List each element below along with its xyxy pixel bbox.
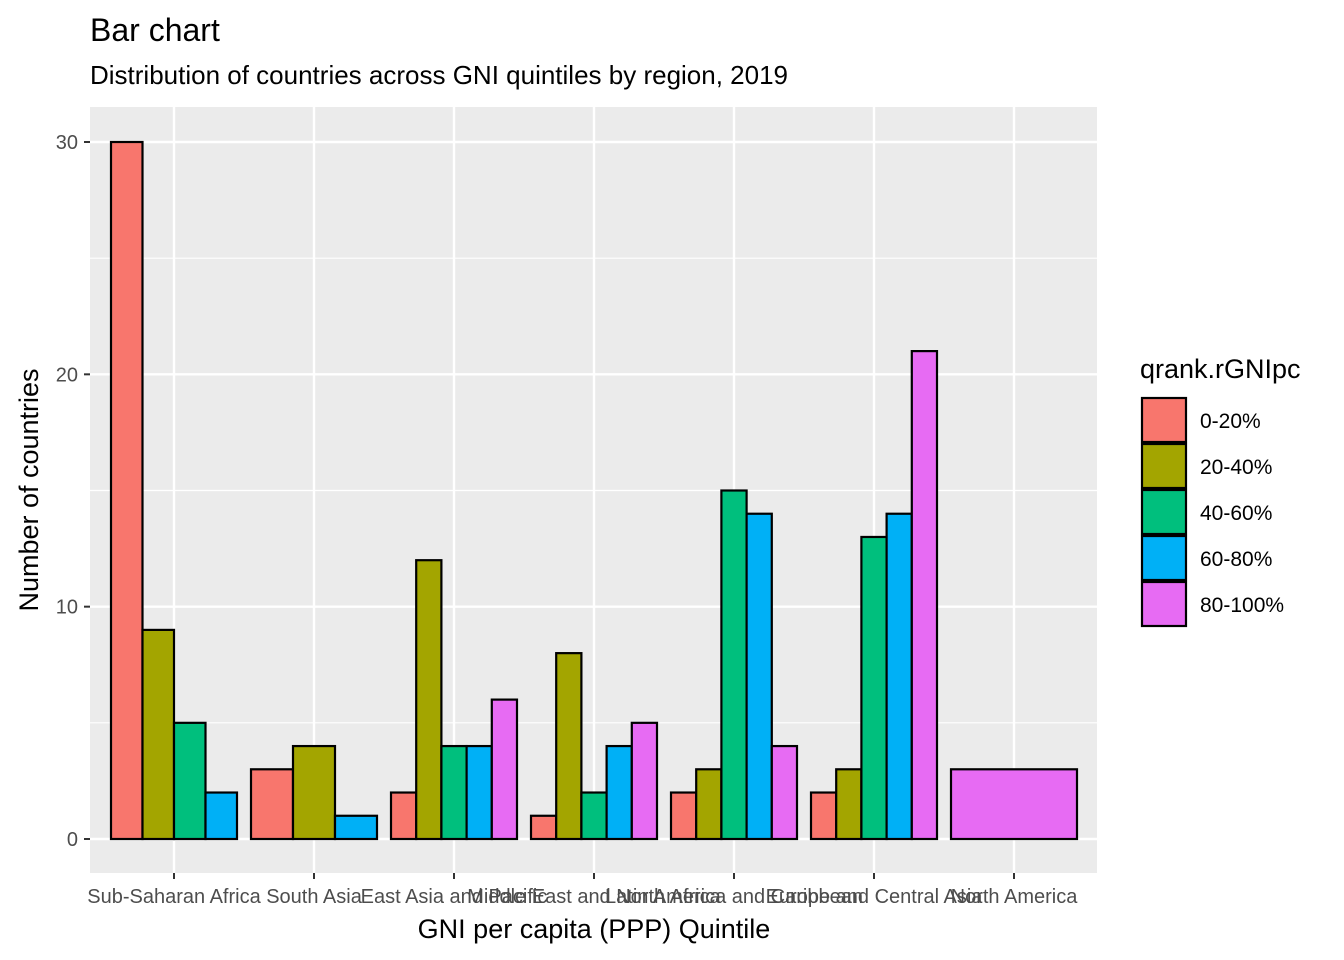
x-tick-label: South Asia [266,886,363,908]
bar [745,512,773,841]
x-tick-label: Europe and Central Asia [766,886,984,908]
bar [885,512,913,841]
legend-label: 80-100% [1200,594,1284,617]
legend-title: qrank.rGNIpc [1140,354,1301,384]
bar [172,721,207,841]
y-axis: 0 10 20 30 [56,132,90,851]
y-tick-label: 0 [67,829,78,851]
bar [291,744,337,841]
x-tick-label: Middle East and North Africa [467,886,721,908]
bar [529,814,558,841]
bar [555,652,583,841]
bar [809,791,838,841]
legend-label: 60-80% [1200,548,1272,571]
bar [910,350,939,841]
bar [835,768,863,841]
bar [389,791,418,841]
bar [695,768,723,841]
legend-label: 20-40% [1200,456,1272,479]
bar [949,768,1079,841]
legend: qrank.rGNIpc 0-20% 20-40% 40-60% 60-80% 80-1… [1140,354,1301,628]
bar [630,721,659,841]
bar [580,791,608,841]
bar [415,559,443,841]
legend-label: 0-20% [1200,410,1261,433]
x-tick-label: North America [951,886,1079,908]
x-tick-label: Sub-Saharan Africa [87,886,261,908]
bar [605,744,633,841]
bars [109,140,1079,841]
bar [440,744,468,841]
legend-label: 40-60% [1200,502,1272,525]
chart-title: Bar chart [90,12,220,48]
y-tick-label: 30 [56,132,78,154]
bar [109,140,144,841]
bar [141,628,176,841]
bar [770,744,799,841]
bar [860,535,888,841]
x-axis-title: GNI per capita (PPP) Quintile [418,914,771,944]
chart-subtitle: Distribution of countries across GNI qui… [90,60,788,90]
y-axis-title: Number of countries [14,368,44,611]
legend-key [1140,580,1188,628]
bar [333,814,379,841]
x-tick-label: Latin America and Caribbean [605,886,863,908]
bar [490,698,519,841]
bar [249,768,295,841]
bar [204,791,239,841]
legend-key [1140,534,1188,582]
legend-items: 0-20% 20-40% 40-60% 60-80% 80-100% [1140,396,1284,628]
legend-key [1140,442,1188,490]
x-tick-label: East Asia and Pacific [361,886,548,908]
y-tick-label: 10 [56,597,78,619]
bar [669,791,698,841]
y-tick-label: 20 [56,364,78,386]
bar [465,744,493,841]
legend-key [1140,396,1188,444]
bar [720,489,748,841]
legend-key [1140,488,1188,536]
